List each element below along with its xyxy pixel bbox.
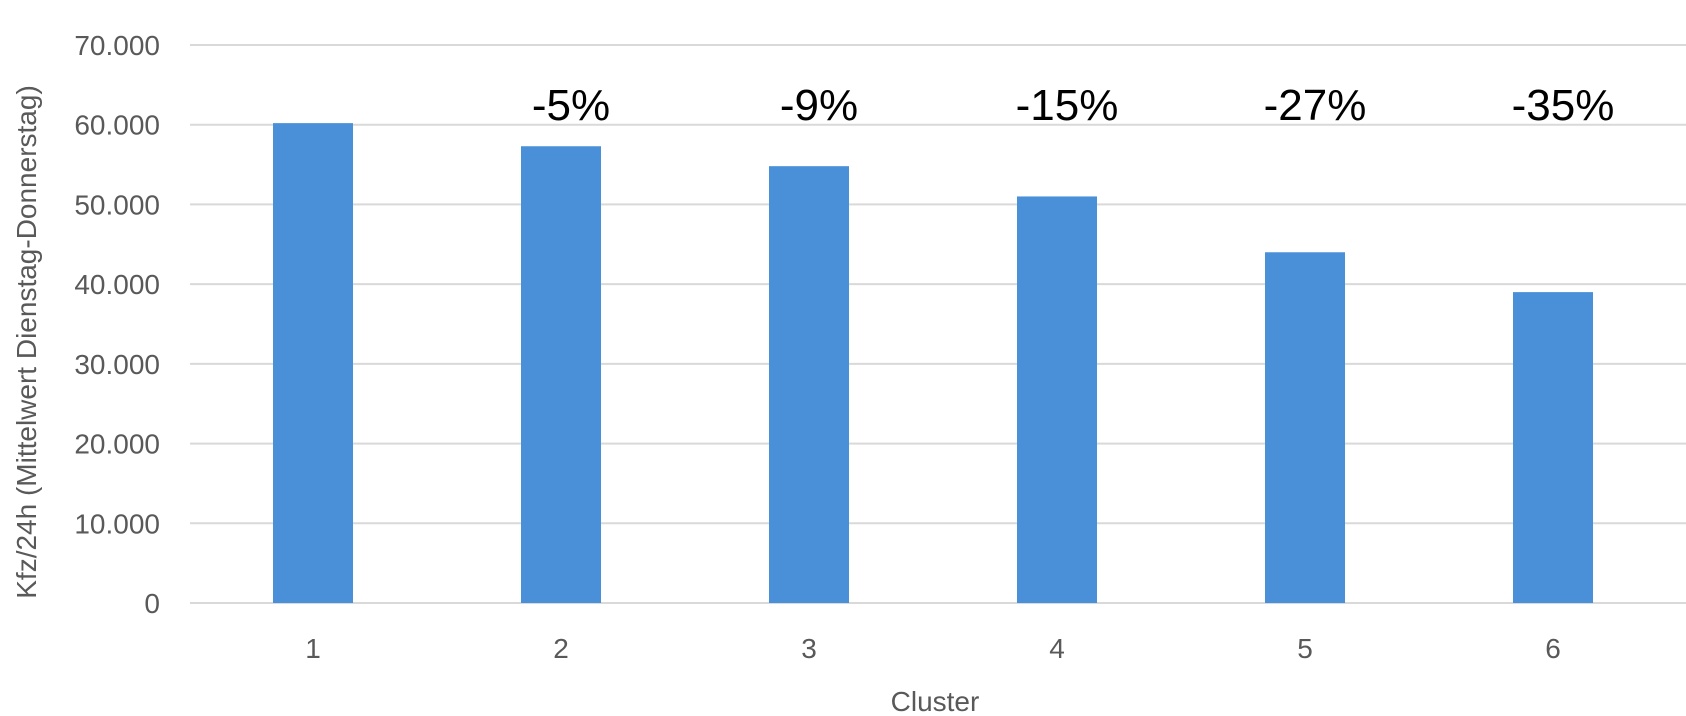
y-tick-label: 70.000 [74,30,160,61]
y-tick-label: 10.000 [74,508,160,539]
x-tick-label: 1 [305,633,321,664]
x-tick-label: 3 [801,633,817,664]
y-tick-label: 0 [144,588,160,619]
x-tick-label: 6 [1545,633,1561,664]
bars [273,123,1593,604]
data-label-cluster-2: -5% [532,81,610,130]
bar-cluster-1 [273,123,353,604]
x-tick-label: 5 [1297,633,1313,664]
data-label-cluster-4: -15% [1016,81,1119,130]
bar-cluster-5 [1265,252,1345,603]
x-tick-label: 4 [1049,633,1065,664]
data-label-cluster-5: -27% [1264,81,1367,130]
data-labels: -5% -9% -15% -27% -35% [532,81,1614,130]
bar-cluster-3 [769,166,849,603]
x-tick-label: 2 [553,633,569,664]
x-axis-ticks: 1 2 3 4 5 6 [305,633,1561,664]
y-tick-label: 30.000 [74,349,160,380]
y-tick-label: 20.000 [74,429,160,460]
data-label-cluster-6: -35% [1512,81,1615,130]
bar-cluster-6 [1513,292,1593,603]
y-axis-ticks: 0 10.000 20.000 30.000 40.000 50.000 60.000 70.… [74,30,160,619]
bar-cluster-2 [521,146,601,604]
y-tick-label: 40.000 [74,269,160,300]
gridlines [190,44,1686,604]
y-tick-label: 60.000 [74,110,160,141]
x-axis-title: Cluster [891,686,980,716]
y-tick-label: 50.000 [74,189,160,220]
y-axis-title: Kfz/24h (Mittelwert Dienstag-Donnerstag) [11,85,42,599]
bar-cluster-4 [1017,196,1097,603]
data-label-cluster-3: -9% [780,81,858,130]
